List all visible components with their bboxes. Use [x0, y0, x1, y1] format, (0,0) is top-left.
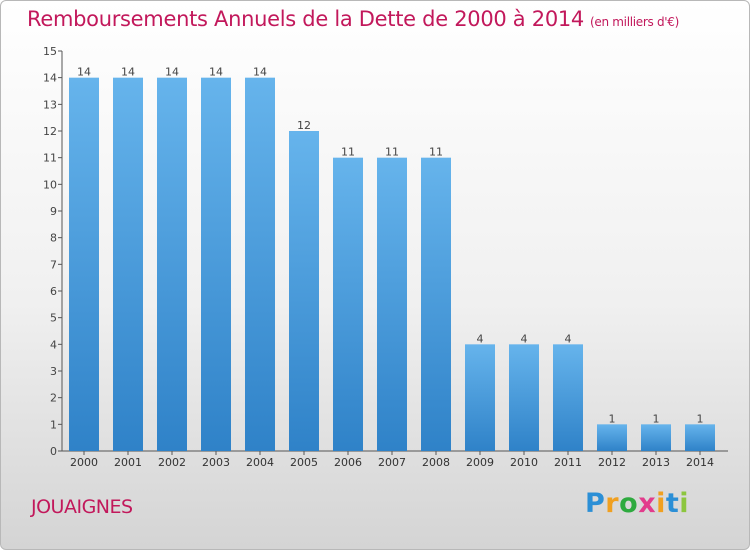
- bar-2011: [553, 344, 583, 451]
- y-tick-label: 5: [50, 312, 57, 325]
- x-tick-label-2014: 2014: [686, 456, 714, 469]
- x-tick-label-2000: 2000: [70, 456, 98, 469]
- y-tick-label: 9: [50, 205, 57, 218]
- x-tick-label-2002: 2002: [158, 456, 186, 469]
- bar-2009: [465, 344, 495, 451]
- bar-2014: [685, 424, 715, 451]
- data-label-2008: 11: [429, 146, 443, 159]
- logo-letter: i: [656, 488, 666, 519]
- data-label-2003: 14: [209, 66, 223, 79]
- data-label-2001: 14: [121, 66, 135, 79]
- data-label-2012: 1: [609, 412, 616, 425]
- data-label-2002: 14: [165, 66, 179, 79]
- y-tick-label: 14: [43, 72, 57, 85]
- data-label-2014: 1: [697, 412, 704, 425]
- x-tick-label-2005: 2005: [290, 456, 318, 469]
- x-tick-label-2001: 2001: [114, 456, 142, 469]
- y-tick-label: 6: [50, 285, 57, 298]
- bar-2000: [69, 77, 99, 452]
- bar-2004: [245, 77, 275, 452]
- logo-letter: o: [619, 488, 639, 519]
- y-tick-label: 11: [43, 152, 57, 165]
- data-label-2000: 14: [77, 66, 91, 79]
- x-tick-label-2006: 2006: [334, 456, 362, 469]
- data-label-2011: 4: [565, 332, 572, 345]
- y-tick-label: 15: [43, 45, 57, 58]
- y-tick-label: 1: [50, 418, 57, 431]
- bar-2013: [641, 424, 671, 451]
- x-tick-label-2008: 2008: [422, 456, 450, 469]
- x-tick-label-2011: 2011: [554, 456, 582, 469]
- chart-title: Remboursements Annuels de la Dette de 20…: [27, 7, 679, 31]
- y-tick-label: 2: [50, 392, 57, 405]
- data-label-2009: 4: [477, 332, 484, 345]
- data-label-2010: 4: [521, 332, 528, 345]
- bar-2002: [157, 77, 187, 452]
- logo-letter: t: [665, 488, 680, 519]
- y-tick-label: 0: [50, 445, 57, 458]
- x-tick-label-2004: 2004: [246, 456, 274, 469]
- bar-2001: [113, 77, 143, 452]
- logo-letter: i: [679, 488, 690, 519]
- x-tick-label-2012: 2012: [598, 456, 626, 469]
- y-tick-label: 12: [43, 125, 57, 138]
- bar-2006: [333, 157, 363, 451]
- y-tick-label: 4: [50, 338, 57, 351]
- chart-bars: [69, 77, 715, 452]
- bar-2010: [509, 344, 539, 451]
- logo-letter: x: [638, 488, 657, 519]
- y-tick-label: 13: [43, 98, 57, 111]
- chart-labels: 1420001420011420021420031420041220051120…: [70, 66, 714, 469]
- data-label-2004: 14: [253, 66, 267, 79]
- y-tick-label: 3: [50, 365, 57, 378]
- chart-title-unit: (en milliers d'€): [590, 15, 680, 29]
- data-label-2013: 1: [653, 412, 660, 425]
- x-tick-label-2010: 2010: [510, 456, 538, 469]
- logo-letter: P: [585, 488, 606, 519]
- commune-name: JOUAIGNES: [31, 496, 133, 518]
- bar-2008: [421, 157, 451, 451]
- bar-2005: [289, 131, 319, 451]
- bar-2012: [597, 424, 627, 451]
- x-tick-label-2009: 2009: [466, 456, 494, 469]
- x-tick-label-2003: 2003: [202, 456, 230, 469]
- bar-2003: [201, 77, 231, 452]
- data-label-2007: 11: [385, 146, 399, 159]
- chart-title-text: Remboursements Annuels de la Dette de 20…: [27, 7, 584, 31]
- proxiti-logo: Proxiti: [585, 488, 689, 519]
- y-tick-label: 10: [43, 178, 57, 191]
- x-tick-label-2013: 2013: [642, 456, 670, 469]
- y-tick-label: 7: [50, 258, 57, 271]
- x-tick-label-2007: 2007: [378, 456, 406, 469]
- bar-2007: [377, 157, 407, 451]
- data-label-2005: 12: [297, 119, 311, 132]
- data-label-2006: 11: [341, 146, 355, 159]
- y-tick-label: 8: [50, 232, 57, 245]
- logo-letter: r: [605, 488, 620, 519]
